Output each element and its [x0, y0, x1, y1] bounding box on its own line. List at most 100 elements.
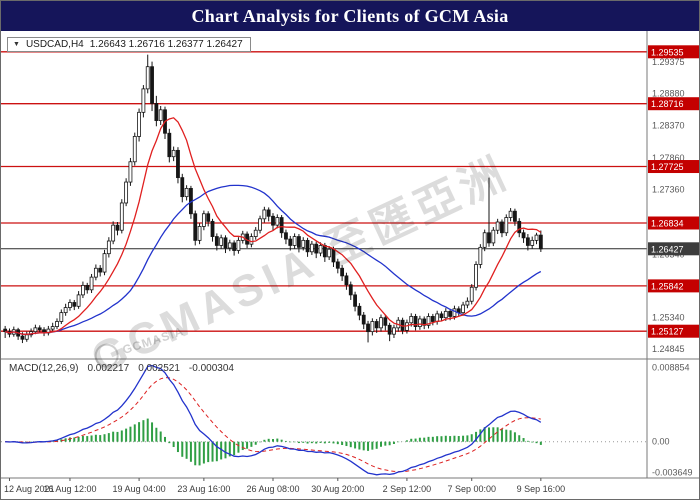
svg-text:1.26427: 1.26427 — [651, 244, 684, 254]
candle — [197, 226, 202, 241]
candle — [309, 243, 314, 253]
candle — [517, 220, 522, 234]
candle — [461, 304, 465, 314]
candle — [266, 209, 271, 217]
pane-borders — [1, 31, 699, 479]
candle — [469, 286, 474, 302]
svg-text:-0.003649: -0.003649 — [652, 467, 693, 477]
candle — [288, 238, 293, 246]
candle — [305, 239, 310, 253]
candle — [426, 316, 431, 326]
svg-text:1.27725: 1.27725 — [651, 162, 684, 172]
ma-fast-line — [5, 117, 542, 335]
svg-text:1.27860: 1.27860 — [652, 153, 685, 163]
svg-text:19 Aug 04:00: 19 Aug 04:00 — [113, 484, 166, 494]
macd-name: MACD(12,26,9) — [9, 363, 79, 374]
candle — [409, 316, 414, 324]
candle — [124, 181, 129, 204]
candle — [214, 236, 219, 246]
candle — [357, 305, 362, 316]
candle — [171, 149, 176, 158]
macd-value-signal: 0.002521 — [138, 363, 180, 374]
svg-text:7 Sep 00:00: 7 Sep 00:00 — [447, 484, 496, 494]
candle — [3, 328, 8, 333]
candle — [284, 232, 288, 240]
chart-canvas: 1.29375 1.28880 1.28370 1.27860 1.27360 1.268… — [1, 31, 700, 500]
candle — [430, 316, 435, 322]
moving-averages — [5, 117, 542, 335]
candle — [487, 232, 491, 244]
candle — [154, 103, 159, 121]
macd-value-main: 0.002217 — [87, 363, 130, 374]
svg-text:1.29535: 1.29535 — [651, 47, 684, 57]
candle — [495, 221, 500, 231]
candle — [55, 321, 59, 327]
candle — [379, 317, 383, 329]
candle — [132, 136, 137, 163]
candle — [81, 284, 85, 296]
page-title: Chart Analysis for Clients of GCM Asia — [191, 5, 509, 26]
candle — [344, 275, 349, 286]
candle — [361, 314, 366, 325]
candle — [201, 213, 206, 227]
symbol-label: USDCAD,H4 — [25, 39, 84, 50]
candle — [98, 267, 103, 273]
time-axis[interactable] — [1, 478, 700, 500]
candle — [145, 66, 150, 90]
macd-group — [1, 364, 647, 476]
candle — [249, 236, 254, 245]
candle — [85, 284, 90, 291]
candle — [176, 149, 180, 179]
candle — [301, 239, 306, 248]
candle — [59, 312, 64, 322]
candle — [374, 321, 379, 329]
candle — [417, 318, 422, 327]
chart-area: GCMASIA 至匯亞洲 GCMASIA 1.293751.288801.283… — [1, 31, 700, 500]
candle — [443, 310, 448, 319]
svg-text:1.28716: 1.28716 — [651, 99, 684, 109]
svg-text:1.28880: 1.28880 — [652, 88, 685, 98]
candle — [482, 232, 487, 248]
candle — [167, 132, 172, 158]
candle — [150, 66, 154, 104]
candle — [89, 276, 94, 291]
svg-text:2 Sep 12:00: 2 Sep 12:00 — [383, 484, 432, 494]
candle — [184, 187, 189, 198]
candle — [193, 213, 198, 241]
candle — [223, 237, 228, 249]
collapse-arrow-icon[interactable]: ▼ — [13, 41, 20, 48]
candle — [128, 161, 133, 183]
candle — [513, 210, 517, 222]
time-axis-labels: 12 Aug 202116 Aug 12:00 19 Aug 04:00 23 Au… — [4, 478, 565, 494]
candle — [253, 229, 258, 237]
candle — [106, 240, 111, 255]
svg-text:1.26834: 1.26834 — [651, 219, 684, 229]
candle — [102, 253, 107, 273]
price-axis[interactable] — [647, 31, 700, 477]
candle — [180, 177, 185, 198]
candle — [478, 246, 483, 265]
candle — [33, 327, 38, 333]
candle — [366, 323, 370, 333]
candle — [387, 324, 392, 335]
svg-text:0.00: 0.00 — [652, 437, 670, 447]
candle — [413, 316, 418, 327]
candle — [37, 327, 42, 331]
candle — [521, 232, 526, 239]
svg-text:26 Aug 08:00: 26 Aug 08:00 — [246, 484, 299, 494]
candle — [141, 88, 146, 113]
candle — [232, 242, 237, 251]
candle — [258, 218, 262, 231]
svg-text:30 Aug 20:00: 30 Aug 20:00 — [311, 484, 364, 494]
candle — [491, 229, 496, 244]
macd-chart-surface[interactable] — [1, 361, 647, 477]
candle — [370, 321, 375, 333]
svg-text:0.008854: 0.008854 — [652, 362, 690, 372]
price-chart-surface[interactable] — [1, 31, 647, 357]
candle — [76, 294, 81, 307]
svg-text:16 Aug 12:00: 16 Aug 12:00 — [43, 484, 96, 494]
candle — [158, 109, 163, 121]
svg-text:1.25340: 1.25340 — [652, 313, 685, 323]
candle — [20, 335, 25, 340]
